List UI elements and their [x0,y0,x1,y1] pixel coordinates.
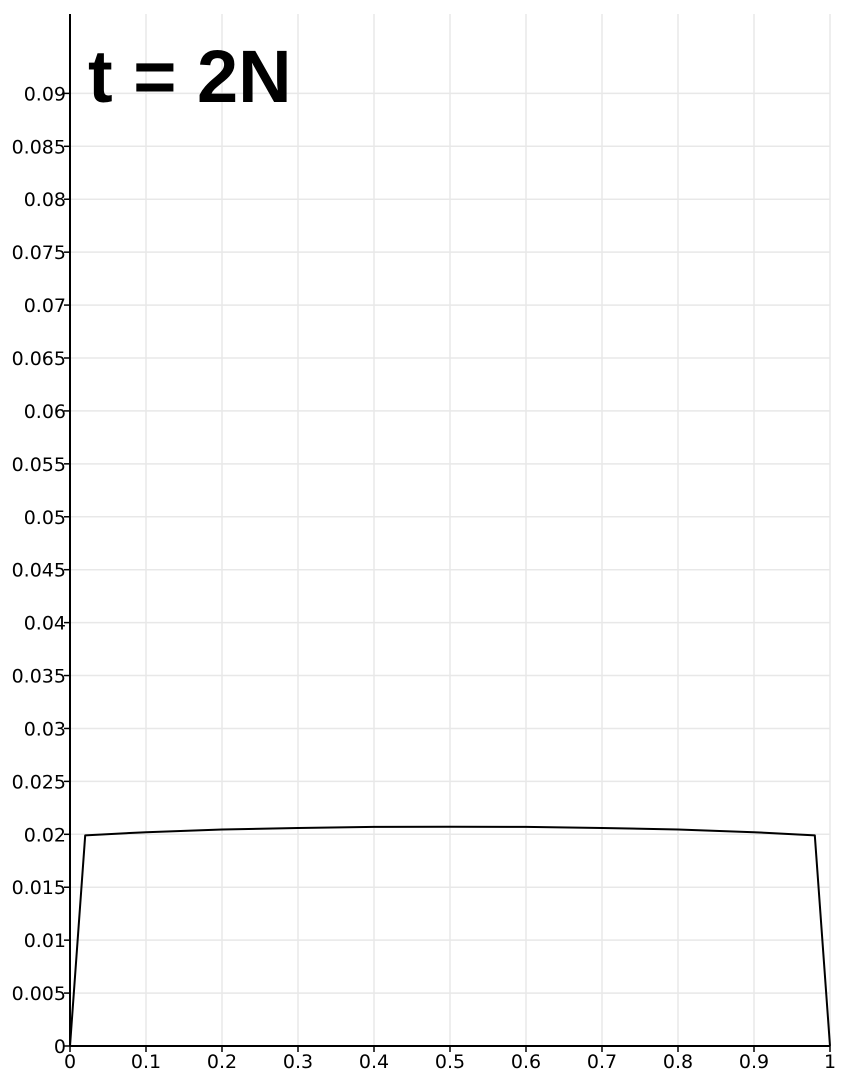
y-tick-label: 0.075 [12,242,66,264]
x-tick-label: 0.9 [739,1051,769,1073]
x-tick-label: 0.5 [435,1051,465,1073]
y-tick-label: 0.06 [24,401,66,423]
x-tick-label: 0 [64,1051,76,1073]
x-tick-label: 1 [824,1051,836,1073]
x-tick-label: 0.4 [359,1051,389,1073]
series-layer [69,825,831,1047]
x-tick-label: 0.8 [663,1051,693,1073]
grid [70,14,831,1046]
y-tick-label: 0.045 [12,560,66,582]
y-tick-label: 0.01 [24,930,66,952]
y-tick-label: 0.025 [12,771,66,793]
y-axis-ticks: 0 0.005 0.01 0.015 0.02 0.025 0.03 0.035 0.04 0.0… [12,83,70,1058]
y-tick-label: 0.07 [24,295,66,317]
y-tick-label: 0.035 [12,666,66,688]
x-axis-ticks: 0 0.1 0.2 0.3 0.4 0.5 0.6 0.7 0.8 0.9 1 [64,1046,836,1073]
y-tick-label: 0.08 [24,189,66,211]
y-tick-label: 0.055 [12,454,66,476]
y-tick-label: 0.02 [24,824,66,846]
y-tick-label: 0.005 [12,983,66,1005]
series-line [69,825,831,1047]
x-tick-label: 0.3 [283,1051,313,1073]
y-tick-label: 0.05 [24,507,66,529]
x-tick-label: 0.7 [587,1051,617,1073]
chart-title: t = 2N [88,35,292,118]
y-tick-label: 0.04 [24,613,66,635]
x-tick-label: 0.1 [131,1051,161,1073]
x-tick-label: 0.6 [511,1051,541,1073]
y-tick-label: 0.065 [12,348,66,370]
y-tick-label: 0.03 [24,718,66,740]
y-tick-label: 0.015 [12,877,66,899]
x-tick-label: 0.2 [207,1051,237,1073]
y-tick-label: 0 [54,1036,66,1058]
y-tick-label: 0.09 [24,83,66,105]
y-tick-label: 0.085 [12,136,66,158]
